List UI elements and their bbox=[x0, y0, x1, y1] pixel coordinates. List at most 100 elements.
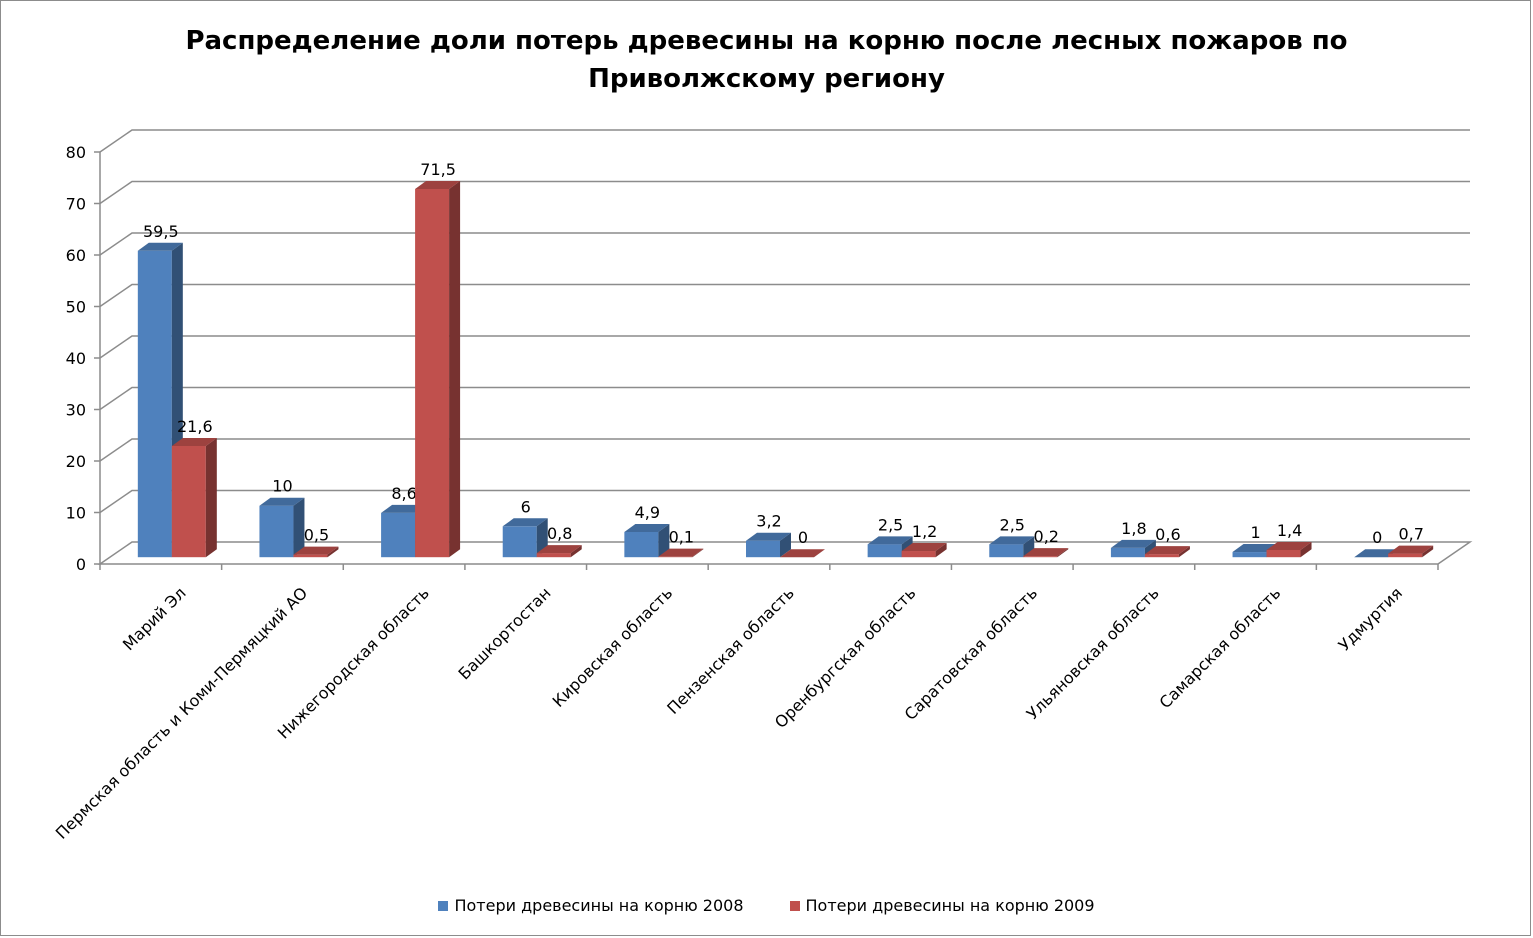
data-label: 0,6 bbox=[1155, 525, 1180, 544]
data-label: 2,5 bbox=[878, 515, 903, 534]
legend-label-2008: Потери древесины на корню 2008 bbox=[454, 896, 744, 915]
chart-title-line-1: Распределение доли потерь древесины на к… bbox=[185, 26, 1348, 56]
x-tick-label: Саратовская область bbox=[901, 583, 1041, 723]
data-label: 1,4 bbox=[1277, 521, 1302, 540]
gridline bbox=[99, 438, 1470, 462]
y-tick-label: 40 bbox=[66, 349, 86, 368]
x-tick-label: Ульяновская область bbox=[1023, 583, 1163, 723]
bar-side bbox=[692, 548, 704, 558]
data-label: 71,5 bbox=[420, 160, 456, 179]
bar bbox=[989, 544, 1024, 558]
gridline bbox=[99, 180, 1470, 205]
data-label: 0,8 bbox=[547, 524, 572, 543]
y-tick-label: 50 bbox=[66, 298, 86, 317]
legend-item-2008: Потери древесины на корню 2008 bbox=[438, 896, 744, 915]
bar-top bbox=[1023, 548, 1069, 557]
gridline bbox=[99, 386, 1470, 411]
gridline bbox=[99, 335, 1470, 359]
bar-top bbox=[989, 536, 1035, 545]
bar-side bbox=[327, 546, 339, 558]
bar-top bbox=[536, 545, 582, 554]
data-label: 0,2 bbox=[1034, 527, 1059, 546]
bar bbox=[658, 556, 693, 558]
bar-top bbox=[658, 548, 704, 557]
data-label: 0,7 bbox=[1398, 525, 1423, 544]
bar-top bbox=[1266, 541, 1312, 550]
bar bbox=[1266, 549, 1301, 558]
bar-side bbox=[780, 532, 791, 558]
data-label: 0 bbox=[1372, 528, 1382, 547]
bar-top bbox=[901, 543, 947, 552]
data-label: 0,5 bbox=[304, 526, 329, 545]
bar-top bbox=[137, 242, 183, 251]
chart-title-line-2: Приволжскому региону bbox=[588, 64, 945, 94]
bar bbox=[415, 188, 450, 558]
gridline bbox=[99, 129, 1470, 153]
bar-side bbox=[935, 543, 947, 558]
y-tick-label: 30 bbox=[66, 401, 86, 420]
bar-side bbox=[293, 497, 305, 558]
bar bbox=[1232, 552, 1267, 558]
bar-top bbox=[171, 437, 217, 446]
data-label: 0,1 bbox=[669, 528, 694, 547]
data-label: 1,2 bbox=[912, 522, 937, 541]
bar bbox=[901, 551, 936, 558]
data-label: 8,6 bbox=[391, 484, 416, 503]
y-tick-label: 80 bbox=[66, 143, 86, 162]
bar-top bbox=[780, 549, 825, 558]
bar bbox=[746, 540, 780, 558]
bar bbox=[502, 526, 537, 558]
bar bbox=[624, 531, 659, 558]
x-tick-label: Самарская область bbox=[1156, 583, 1285, 712]
bar-side bbox=[449, 180, 461, 558]
data-label: 21,6 bbox=[177, 417, 213, 436]
bar-top bbox=[259, 497, 305, 506]
x-tick-label: Башкортостан bbox=[454, 583, 554, 683]
bar bbox=[867, 544, 902, 558]
bar bbox=[1388, 553, 1423, 558]
bar-top bbox=[1110, 539, 1156, 548]
bar bbox=[137, 250, 172, 558]
bar-side bbox=[205, 437, 217, 558]
x-tick-label: Кировская область bbox=[549, 583, 677, 711]
x-tick-label: Марий Эл bbox=[119, 583, 190, 654]
bar-top bbox=[502, 518, 548, 527]
data-label: 59,5 bbox=[143, 222, 179, 241]
bar-side bbox=[570, 545, 582, 558]
bar-side bbox=[1422, 545, 1434, 558]
bar-side bbox=[1023, 536, 1035, 558]
data-label: 2,5 bbox=[1000, 515, 1025, 534]
bar-side bbox=[1178, 546, 1190, 558]
bar bbox=[1144, 554, 1179, 558]
chart-title: Распределение доли потерь древесины на к… bbox=[0, 22, 1533, 98]
bar bbox=[259, 505, 294, 558]
y-tick-label: 70 bbox=[66, 195, 86, 214]
gridline bbox=[99, 283, 1470, 308]
bar-top bbox=[415, 180, 461, 189]
x-tick-label: Пензенская область bbox=[663, 583, 798, 718]
y-tick-label: 10 bbox=[66, 504, 86, 523]
bar-top bbox=[867, 536, 913, 545]
bar-top bbox=[1144, 546, 1190, 555]
legend-swatch-2009 bbox=[789, 900, 800, 911]
bar-top bbox=[624, 523, 670, 532]
bar bbox=[171, 445, 206, 558]
bar-top bbox=[746, 532, 791, 541]
data-label: 1,8 bbox=[1121, 519, 1146, 538]
data-label: 4,9 bbox=[635, 503, 660, 522]
data-label: 0 bbox=[798, 528, 808, 547]
x-tick-label: Оренбургская область bbox=[771, 583, 920, 732]
bar bbox=[536, 553, 571, 558]
bar-top bbox=[1388, 545, 1434, 554]
legend-label-2009: Потери древесины на корню 2009 bbox=[805, 896, 1095, 915]
bar-top bbox=[293, 546, 339, 555]
data-label: 10 bbox=[272, 477, 292, 496]
gridline bbox=[99, 489, 1470, 514]
bar bbox=[381, 512, 416, 558]
data-label: 3,2 bbox=[756, 512, 781, 531]
bar bbox=[1023, 556, 1058, 558]
data-label: 6 bbox=[521, 497, 531, 516]
x-tick-label: Удмуртия bbox=[1335, 583, 1406, 654]
